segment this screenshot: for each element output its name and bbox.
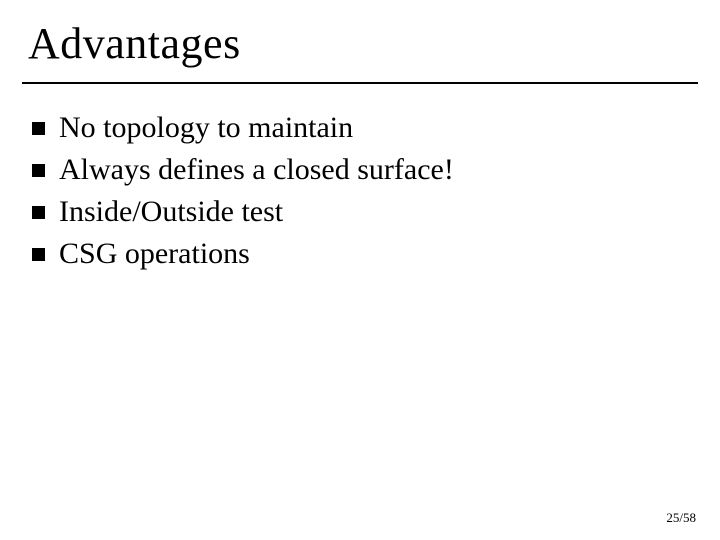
- bullet-text: Inside/Outside test: [59, 194, 283, 230]
- list-item: CSG operations: [32, 236, 672, 272]
- page-number: 25/58: [666, 510, 696, 526]
- bullet-text: Always defines a closed surface!: [59, 152, 454, 188]
- bullet-text: CSG operations: [59, 236, 250, 272]
- slide-title: Advantages: [28, 18, 241, 69]
- slide: Advantages No topology to maintain Alway…: [0, 0, 720, 540]
- square-bullet-icon: [32, 122, 45, 135]
- bullet-text: No topology to maintain: [59, 110, 353, 146]
- list-item: No topology to maintain: [32, 110, 672, 146]
- square-bullet-icon: [32, 248, 45, 261]
- list-item: Always defines a closed surface!: [32, 152, 672, 188]
- square-bullet-icon: [32, 206, 45, 219]
- list-item: Inside/Outside test: [32, 194, 672, 230]
- square-bullet-icon: [32, 164, 45, 177]
- title-underline: [22, 82, 698, 84]
- bullet-list: No topology to maintain Always defines a…: [32, 110, 672, 278]
